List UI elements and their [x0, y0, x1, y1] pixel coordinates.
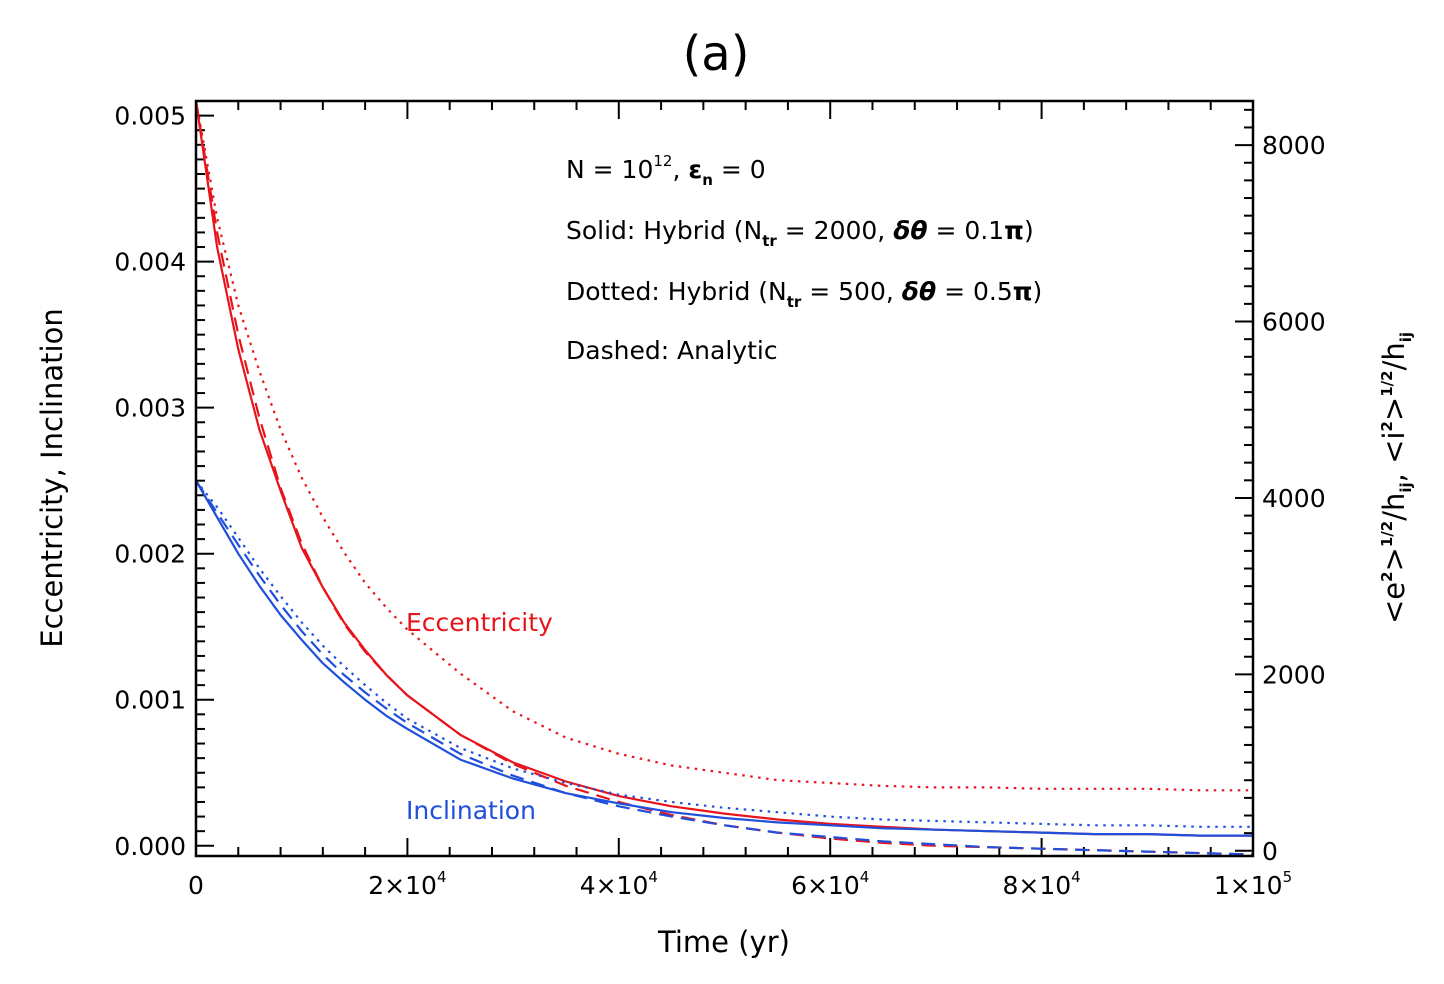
inclination-solid-line — [195, 480, 1253, 837]
y-left-tick-label: 0.000 — [114, 832, 186, 861]
y-left-axis-title: Eccentricity, Inclination — [35, 308, 69, 647]
annotation-line-2: Solid: Hybrid (Ntr = 2000, δθ = 0.1π) — [566, 216, 1034, 250]
y-right-tick-labels: 0 2000 4000 6000 8000 — [1262, 131, 1326, 866]
y-left-tick-labels: 0.000 0.001 0.002 0.003 0.004 0.005 — [114, 102, 186, 861]
annotation-line-3: Dotted: Hybrid (Ntr = 500, δθ = 0.5π) — [566, 277, 1042, 311]
axis-ticks — [195, 101, 1254, 856]
x-tick-label: 0 — [188, 871, 204, 900]
y-right-axis-title: <e2>1/2/hij, <i2>1/2/hij — [1377, 332, 1415, 624]
plot-series — [194, 100, 1254, 856]
x-tick-label: 4×104 — [580, 868, 658, 900]
inclination-label: Inclination — [406, 796, 536, 825]
y-left-tick-label: 0.004 — [114, 248, 186, 277]
x-tick-label: 1×105 — [1214, 868, 1292, 900]
y-left-tick-label: 0.005 — [114, 102, 186, 131]
chart-title: (a) — [683, 26, 750, 82]
eccentricity-label: Eccentricity — [406, 608, 553, 637]
x-tick-labels: 0 2×104 4×104 6×104 8×104 1×105 — [188, 868, 1292, 900]
annotation-line-1: N = 1012, εn = 0 — [566, 152, 766, 189]
y-right-tick-label: 4000 — [1262, 484, 1326, 513]
y-left-tick-label: 0.003 — [114, 394, 186, 423]
annotation-line-4: Dashed: Analytic — [566, 336, 778, 365]
x-tick-label: 6×104 — [791, 868, 869, 900]
plot-frame — [194, 99, 1255, 858]
x-axis-title: Time (yr) — [657, 925, 790, 959]
x-tick-label: 2×104 — [368, 868, 446, 900]
y-left-tick-label: 0.002 — [114, 540, 186, 569]
y-right-tick-label: 8000 — [1262, 131, 1326, 160]
y-right-tick-label: 6000 — [1262, 308, 1326, 337]
y-right-tick-label: 0 — [1262, 837, 1278, 866]
x-tick-label: 8×104 — [1002, 868, 1080, 900]
eccentricity-dashed-line — [194, 100, 1254, 856]
y-right-tick-label: 2000 — [1262, 660, 1326, 689]
eccentricity-solid-line — [194, 100, 1253, 837]
eccentricity-dotted-line — [194, 100, 1253, 792]
inclination-dotted-line — [195, 480, 1253, 828]
inclination-dashed-line — [195, 480, 1254, 856]
y-left-tick-label: 0.001 — [114, 686, 186, 715]
annotation-block: N = 1012, εn = 0 Solid: Hybrid (Ntr = 20… — [566, 152, 1042, 365]
